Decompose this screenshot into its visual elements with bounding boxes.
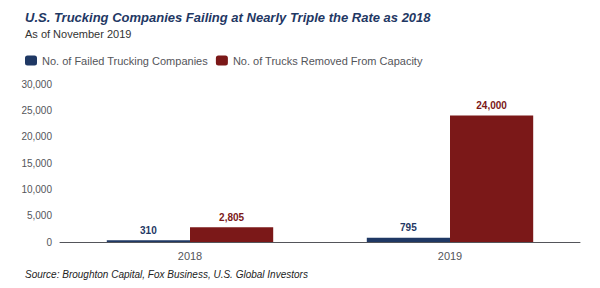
svg-text:No. of Failed Trucking Compani: No. of Failed Trucking Companies — [42, 55, 208, 67]
svg-text:Source: Broughton Capital, Fox: Source: Broughton Capital, Fox Business,… — [25, 269, 308, 280]
svg-text:24,000: 24,000 — [476, 100, 507, 111]
svg-text:10,000: 10,000 — [21, 184, 52, 195]
svg-text:310: 310 — [140, 225, 157, 236]
svg-text:20,000: 20,000 — [21, 131, 52, 142]
svg-text:15,000: 15,000 — [21, 158, 52, 169]
svg-text:U.S. Trucking Companies Failin: U.S. Trucking Companies Failing at Nearl… — [25, 10, 431, 25]
svg-text:2018: 2018 — [178, 250, 202, 262]
svg-text:No. of Trucks Removed From Cap: No. of Trucks Removed From Capacity — [233, 55, 423, 67]
svg-text:2,805: 2,805 — [219, 212, 244, 223]
svg-text:30,000: 30,000 — [21, 79, 52, 90]
svg-text:5,000: 5,000 — [27, 210, 52, 221]
svg-text:0: 0 — [46, 237, 52, 248]
svg-text:25,000: 25,000 — [21, 105, 52, 116]
svg-text:As of November 2019: As of November 2019 — [25, 28, 131, 40]
svg-text:795: 795 — [400, 222, 417, 233]
svg-text:2019: 2019 — [438, 250, 462, 262]
